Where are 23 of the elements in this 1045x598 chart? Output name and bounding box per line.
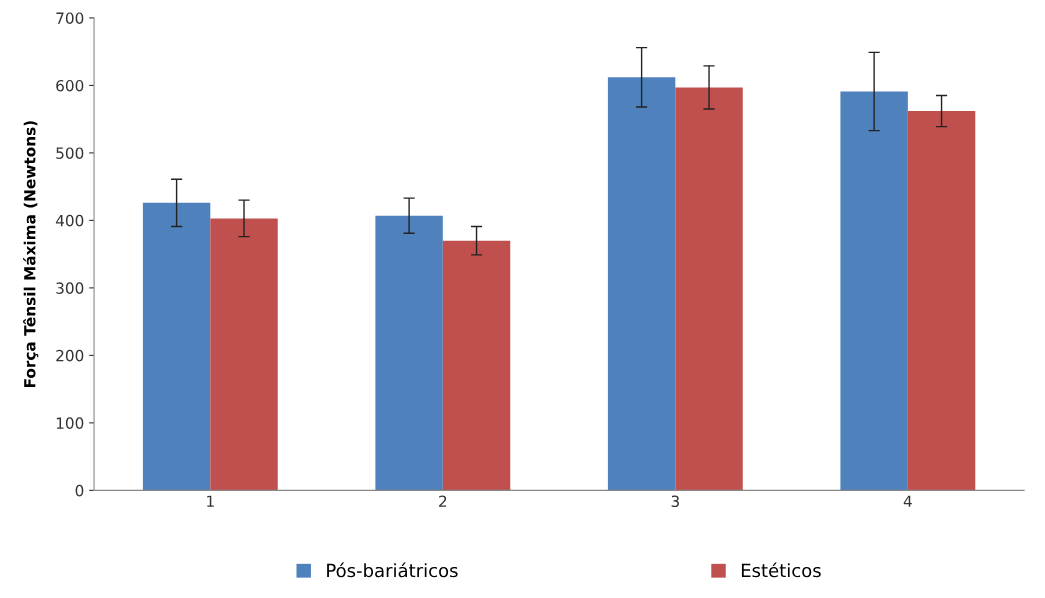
y-axis-title: Força Tênsil Máxima (Newtons) bbox=[23, 121, 39, 388]
bar bbox=[840, 91, 908, 491]
bar bbox=[210, 218, 278, 491]
y-tick-label: 500 bbox=[56, 147, 84, 159]
y-tick-label: 700 bbox=[56, 12, 84, 24]
legend-label: Pós-bariátricos bbox=[327, 562, 458, 578]
bar bbox=[607, 77, 676, 491]
y-tick-label: 400 bbox=[55, 214, 84, 227]
bar bbox=[442, 240, 511, 491]
bar bbox=[907, 111, 976, 491]
bar bbox=[375, 215, 443, 491]
y-tick-label: 200 bbox=[56, 349, 84, 362]
legend-label: Estéticos bbox=[741, 562, 821, 578]
bar bbox=[142, 202, 211, 491]
x-tick-label: 4 bbox=[903, 495, 912, 507]
x-tick-label: 2 bbox=[439, 495, 447, 507]
y-tick-label: 300 bbox=[56, 282, 84, 294]
y-tick-label: 600 bbox=[56, 79, 84, 92]
y-tick-label: 100 bbox=[56, 417, 84, 429]
x-tick-label: 1 bbox=[207, 495, 214, 507]
y-tick-label: 0 bbox=[75, 484, 84, 497]
bar bbox=[675, 87, 743, 491]
x-tick-label: 3 bbox=[671, 495, 679, 508]
